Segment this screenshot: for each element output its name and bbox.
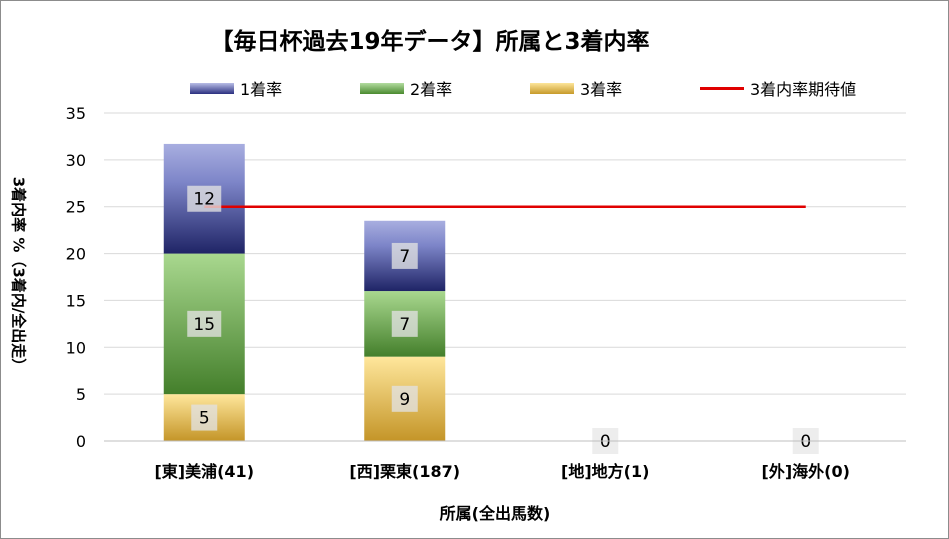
data-label-bg [391, 242, 418, 269]
data-label-bg [187, 185, 222, 212]
chart-title: 【毎日杯過去19年データ】所属と3着内率 [210, 29, 650, 55]
x-tick-label: [東]美浦(41) [154, 462, 254, 481]
y-tick-label: 35 [66, 104, 86, 123]
data-label-bg [191, 404, 218, 431]
x-tick-label: [地]地方(1) [561, 462, 649, 481]
data-label: 12 [193, 190, 215, 210]
legend-label-2nd: 2着率 [410, 80, 453, 99]
y-tick-label: 20 [66, 245, 86, 264]
data-label-bg [391, 310, 418, 337]
data-label: 7 [399, 315, 410, 335]
y-tick-label: 30 [66, 151, 86, 170]
legend-item-2nd: 2着率 [360, 76, 452, 100]
data-label: 15 [193, 315, 215, 335]
legend-swatch-2nd [360, 82, 404, 94]
x-axis-title: 所属(全出馬数) [439, 504, 551, 523]
legend-swatch-3rd [530, 82, 574, 94]
data-label-bg [187, 310, 222, 337]
legend-label-3rd: 3着率 [580, 80, 623, 99]
y-tick-label: 0 [76, 432, 86, 451]
y-tick-label: 10 [66, 338, 86, 357]
legend-item-3rd: 3着率 [530, 76, 622, 100]
data-label-bg [391, 385, 418, 412]
data-label: 0 [600, 432, 611, 452]
data-label: 5 [199, 409, 210, 429]
y-tick-label: 25 [66, 198, 86, 217]
legend-swatch-1st [190, 82, 234, 94]
x-tick-label: [西]栗東(187) [349, 462, 460, 481]
legend-label-expected: 3着内率期待値 [750, 80, 857, 99]
y-tick-label: 5 [76, 385, 86, 404]
legend-item-expected: 3着内率期待値 [700, 76, 856, 100]
data-label: 9 [399, 390, 410, 410]
legend-swatch-expected [700, 86, 744, 90]
data-label: 7 [399, 247, 410, 267]
y-tick-label: 15 [66, 291, 86, 310]
legend-label-1st: 1着率 [240, 80, 283, 99]
legend-item-1st: 1着率 [190, 76, 282, 100]
x-tick-label: [外]海外(0) [762, 462, 850, 481]
data-label: 0 [800, 432, 811, 452]
